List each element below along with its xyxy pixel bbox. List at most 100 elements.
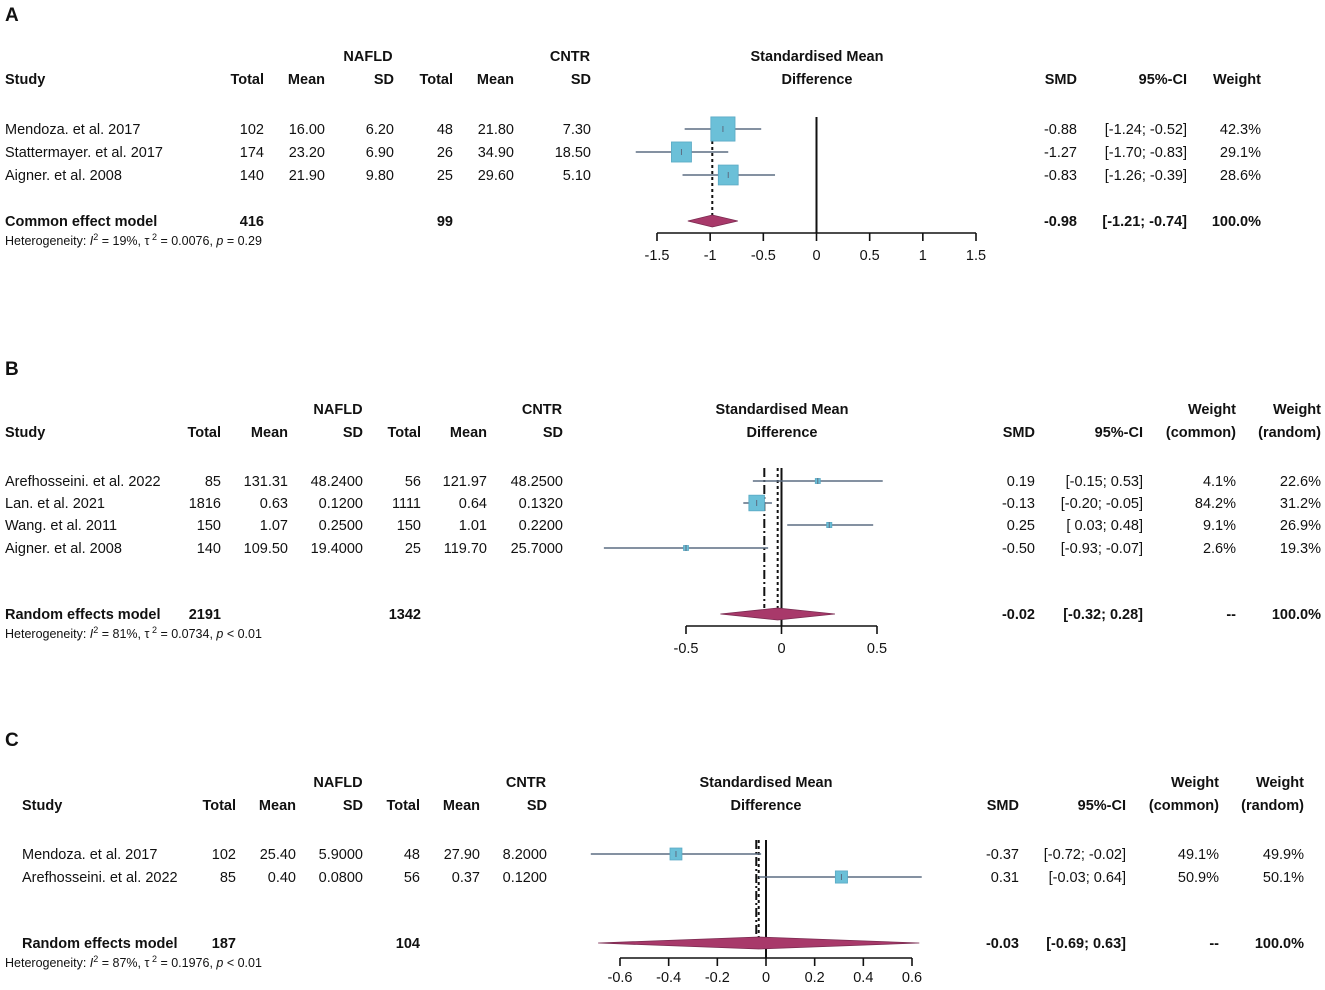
mean2-header: Mean [477, 72, 514, 88]
heterogeneity-part: p [215, 234, 223, 248]
ci-value: [-1.26; -0.39] [1105, 168, 1187, 184]
x-tick-label: 0 [762, 970, 770, 986]
total1-value: 102 [240, 122, 264, 138]
sd1-header: SD [374, 72, 394, 88]
summary-smd: -0.02 [1002, 607, 1035, 623]
heterogeneity-part: = 0.0734, [157, 627, 216, 641]
x-tick-label: -0.4 [656, 970, 681, 986]
total2-value: 25 [405, 541, 421, 557]
total1-value: 85 [205, 474, 221, 490]
weight-value: 29.1% [1220, 145, 1261, 161]
mean1-header: Mean [251, 425, 288, 441]
total1-value: 140 [240, 168, 264, 184]
x-tick-label: 0.5 [860, 248, 880, 264]
heterogeneity-part: p [215, 956, 223, 970]
mean2-value: 1.01 [459, 518, 487, 534]
panel-label: B [5, 359, 19, 380]
sd1-value: 5.9000 [319, 847, 363, 863]
weight-value: 2.6% [1203, 541, 1236, 557]
total1-value: 85 [220, 870, 236, 886]
summary-smd: -0.98 [1044, 214, 1077, 230]
effect-title: Standardised Mean [700, 775, 833, 791]
mean1-header: Mean [259, 798, 296, 814]
summary-total1: 2191 [189, 607, 221, 623]
sd2-value: 7.30 [563, 122, 591, 138]
heterogeneity-part: = 0.29 [223, 234, 262, 248]
sd1-value: 0.0800 [319, 870, 363, 886]
x-tick-label: -0.5 [751, 248, 776, 264]
smd-value: -0.50 [1002, 541, 1035, 557]
weight-value: 4.1% [1203, 474, 1236, 490]
total2-value: 26 [437, 145, 453, 161]
summary-total1: 416 [240, 214, 264, 230]
study-name: Aigner. et al. 2008 [5, 541, 122, 557]
smd-header: SMD [1003, 425, 1035, 441]
sd2-header: SD [543, 425, 563, 441]
ci-value: [-0.20; -0.05] [1061, 496, 1143, 512]
smd-header: SMD [1045, 72, 1077, 88]
heterogeneity-text: Heterogeneity: I2 = 87%, τ 2 = 0.1976, p… [5, 954, 262, 970]
heterogeneity-part: = 87%, [98, 956, 144, 970]
total1-header: Total [187, 425, 221, 441]
group1-header: NAFLD [313, 775, 362, 791]
heterogeneity-text: Heterogeneity: I2 = 81%, τ 2 = 0.0734, p… [5, 625, 262, 641]
summary-diamond [598, 936, 920, 950]
summary-ci: [-0.69; 0.63] [1046, 936, 1126, 952]
sd1-value: 6.90 [366, 145, 394, 161]
sd2-header: SD [527, 798, 547, 814]
weight-header: Weight [1188, 402, 1236, 418]
heterogeneity-part: 2 [93, 232, 98, 242]
mean2-value: 29.60 [478, 168, 514, 184]
smd-value: 0.19 [1007, 474, 1035, 490]
sd2-header: SD [571, 72, 591, 88]
study-name: Mendoza. et al. 2017 [22, 847, 157, 863]
total2-header: Total [387, 425, 421, 441]
total1-value: 140 [197, 541, 221, 557]
total2-value: 48 [437, 122, 453, 138]
mean1-value: 21.90 [289, 168, 325, 184]
group1-header: NAFLD [313, 402, 362, 418]
sd2-value: 8.2000 [503, 847, 547, 863]
ci-value: [-0.93; -0.07] [1061, 541, 1143, 557]
forest-panel-a: A NAFLD CNTR Standardised Mean Difference Stu… [5, 5, 1261, 264]
sd1-header: SD [343, 425, 363, 441]
mean1-value: 0.40 [268, 870, 296, 886]
weight-subheader: Weight [1213, 72, 1261, 88]
study-name: Arefhosseini. et al. 2022 [22, 870, 178, 886]
summary-weight: 100.0% [1272, 607, 1321, 623]
x-tick-label: 1.5 [966, 248, 986, 264]
weight-header: Weight [1273, 402, 1321, 418]
heterogeneity-part: τ [145, 627, 150, 641]
weight-value: 9.1% [1203, 518, 1236, 534]
weight-value: 19.3% [1280, 541, 1321, 557]
mean1-value: 25.40 [260, 847, 296, 863]
heterogeneity-part: = 0.1976, [157, 956, 216, 970]
ci-header: 95%-CI [1078, 798, 1126, 814]
sd2-value: 5.10 [563, 168, 591, 184]
heterogeneity-part: Heterogeneity: [5, 234, 90, 248]
smd-value: 0.25 [1007, 518, 1035, 534]
x-tick-label: -1.5 [645, 248, 670, 264]
sd1-header: SD [343, 798, 363, 814]
mean2-value: 0.37 [452, 870, 480, 886]
total1-value: 150 [197, 518, 221, 534]
weight-subheader: (random) [1258, 425, 1321, 441]
heterogeneity-part: 2 [93, 625, 98, 635]
total2-value: 25 [437, 168, 453, 184]
summary-weight: -- [1209, 936, 1219, 952]
sd2-value: 18.50 [555, 145, 591, 161]
study-name: Stattermayer. et al. 2017 [5, 145, 163, 161]
heterogeneity-part: I [90, 627, 94, 641]
heterogeneity-part: = 81%, [98, 627, 144, 641]
study-name: Lan. et al. 2021 [5, 496, 105, 512]
mean1-value: 0.63 [260, 496, 288, 512]
sd1-value: 48.2400 [311, 474, 363, 490]
mean1-value: 131.31 [244, 474, 288, 490]
x-tick-label: 0.6 [902, 970, 922, 986]
total2-value: 48 [404, 847, 420, 863]
mean1-value: 109.50 [244, 541, 288, 557]
summary-total2: 99 [437, 214, 453, 230]
mean1-value: 1.07 [260, 518, 288, 534]
panel-label: A [5, 5, 19, 26]
